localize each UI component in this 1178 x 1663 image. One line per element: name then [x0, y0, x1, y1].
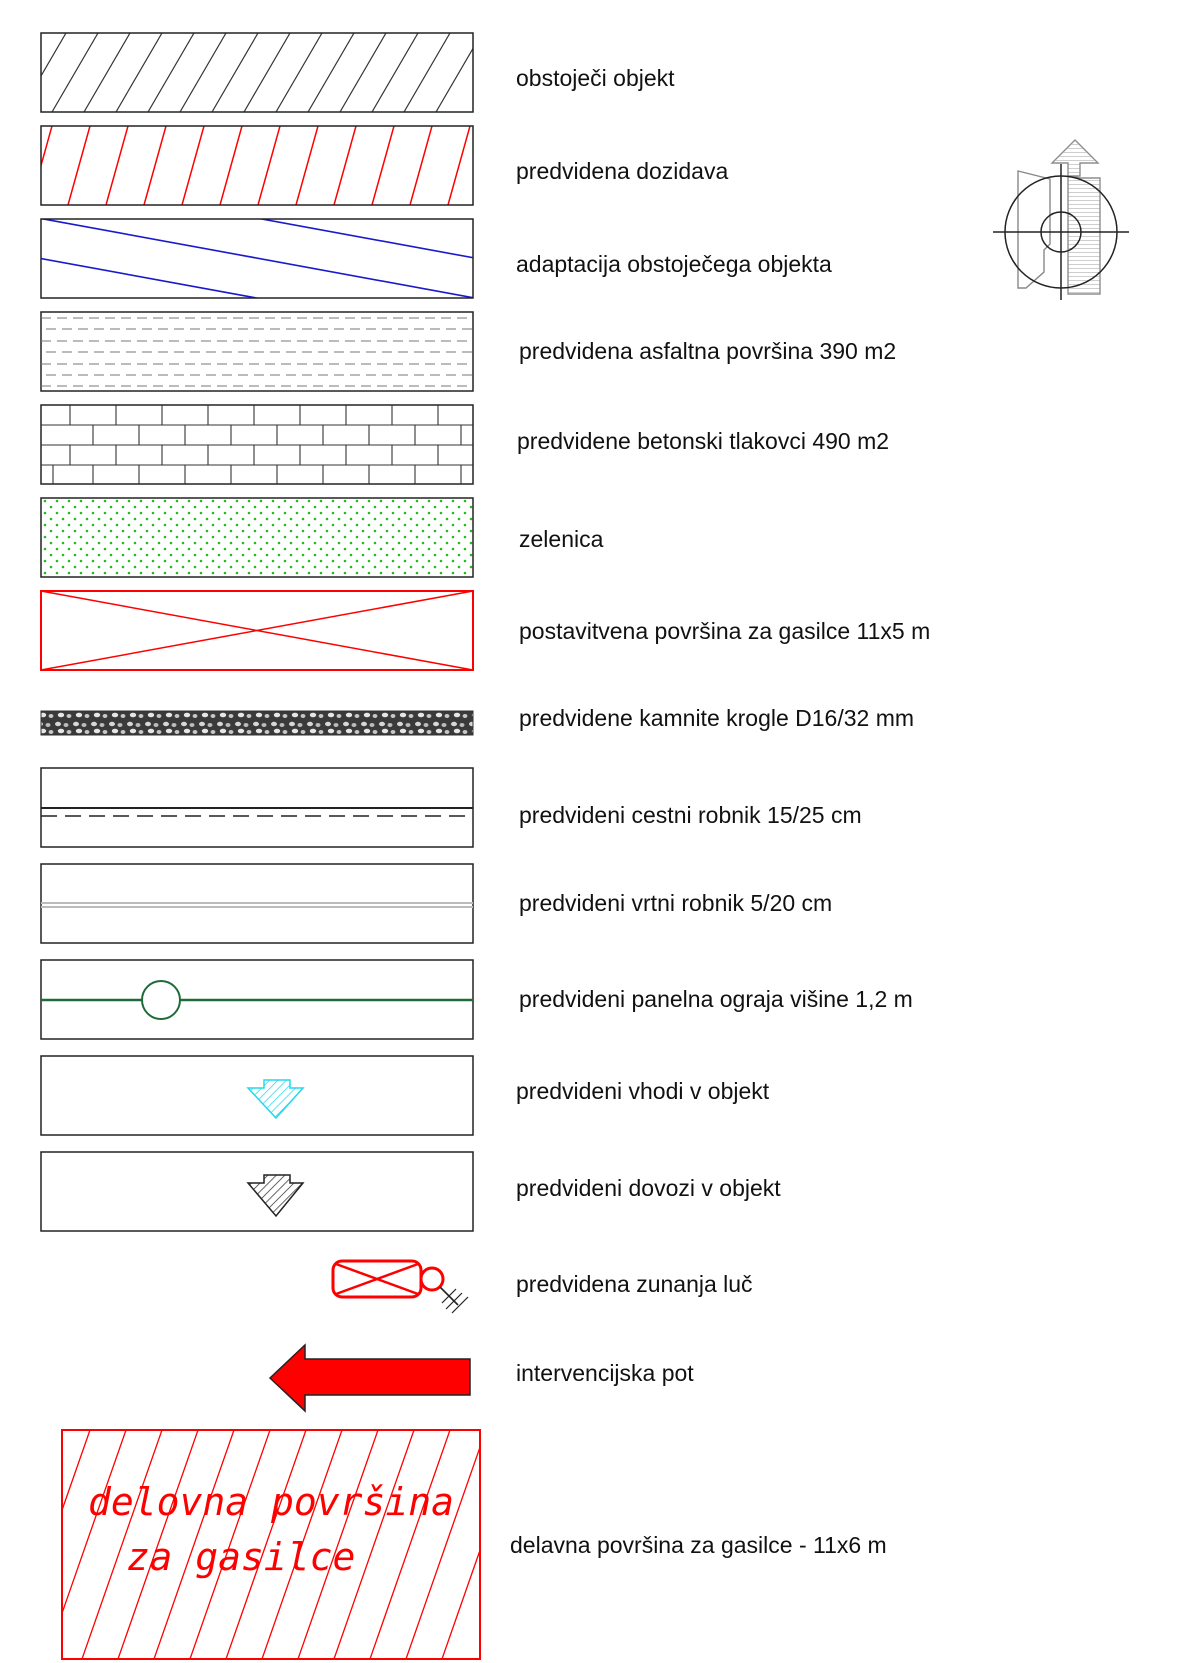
work-area-text-line1: delovna površina — [88, 1480, 454, 1524]
swatch-adaptation — [40, 218, 474, 299]
label-asphalt: predvidena asfaltna površina 390 m2 — [519, 338, 897, 364]
label-intervention-route: intervencijska pot — [516, 1360, 694, 1386]
swatch-concrete-pavers — [40, 404, 474, 485]
label-panel-fence: predvideni panelna ograja višine 1,2 m — [519, 986, 913, 1012]
label-greenery: zelenica — [519, 526, 604, 552]
label-planned-extension: predvidena dozidava — [516, 158, 729, 184]
label-adaptation: adaptacija obstoječega objekta — [516, 251, 832, 277]
swatch-entrances — [40, 1055, 474, 1136]
label-fire-setup-area: postavitvena površina za gasilce 11x5 m — [519, 618, 931, 644]
label-garden-curb: predvideni vrtni robnik 5/20 cm — [519, 890, 833, 916]
swatch-asphalt — [40, 311, 474, 392]
label-existing-building: obstoječi objekt — [516, 65, 675, 91]
outdoor-light-icon — [331, 1259, 469, 1314]
swatch-stone-pebbles — [40, 710, 474, 736]
label-fire-work-area: delavna površina za gasilce - 11x6 m — [510, 1532, 887, 1558]
swatch-road-curb — [40, 767, 474, 848]
swatch-garden-curb — [40, 863, 474, 944]
north-arrow-icon — [993, 139, 1129, 300]
swatch-vehicle-access — [40, 1151, 474, 1232]
swatch-greenery — [40, 497, 474, 578]
intervention-route-arrow-icon — [268, 1343, 471, 1413]
access-arrow-icon — [246, 1174, 305, 1218]
entrance-arrow-icon — [246, 1079, 305, 1120]
label-outdoor-light: predvidena zunanja luč — [516, 1271, 753, 1297]
work-area-text-line2: za gasilce — [127, 1535, 356, 1579]
label-stone-pebbles: predvidene kamnite krogle D16/32 mm — [519, 705, 915, 731]
swatch-fire-setup-area — [40, 590, 474, 671]
label-entrances: predvideni vhodi v objekt — [516, 1078, 770, 1104]
swatch-existing-building — [40, 32, 474, 113]
label-road-curb: predvideni cestni robnik 15/25 cm — [519, 802, 862, 828]
swatch-fire-work-area: delovna površina za gasilce — [61, 1429, 481, 1660]
swatch-planned-extension — [40, 125, 474, 206]
label-concrete-pavers: predvidene betonski tlakovci 490 m2 — [517, 428, 890, 454]
label-vehicle-access: predvideni dovozi v objekt — [516, 1175, 781, 1201]
swatch-panel-fence — [40, 959, 474, 1040]
